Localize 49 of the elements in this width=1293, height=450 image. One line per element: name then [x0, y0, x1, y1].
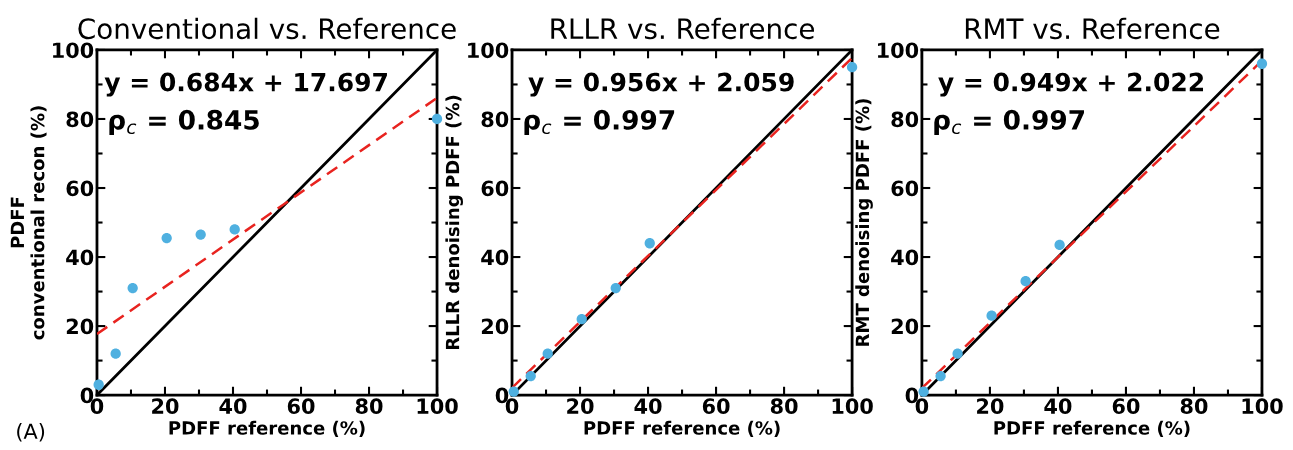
y-tick-label: 100 — [468, 42, 509, 59]
point — [229, 224, 240, 235]
y-tick-label: 20 — [891, 318, 919, 335]
x-tick-label: 60 — [1112, 398, 1140, 414]
y-tick-label: 40 — [481, 249, 509, 266]
x-tick-label: 40 — [1044, 398, 1072, 414]
x-tick-label: 40 — [219, 398, 247, 414]
point — [110, 348, 121, 359]
x-tick-label: 60 — [287, 398, 315, 414]
y-axis-title: PDFF conventional recon (%) — [10, 106, 47, 340]
x-tick-label: 20 — [567, 398, 594, 414]
x-axis-title: PDFF reference (%) — [584, 420, 780, 437]
y-tick-label: 80 — [66, 111, 94, 128]
x-tick-label: 20 — [152, 398, 179, 414]
x-tick-label: 60 — [702, 398, 730, 414]
y-axis-title: RMT denoising PDFF (%) — [855, 99, 873, 346]
y-tick-label: 60 — [66, 180, 94, 197]
chart-title: RLLR vs. Reference — [551, 17, 814, 40]
y-tick-label: 60 — [481, 180, 509, 197]
annotation: ρ$_{c}$ = 0.845 — [109, 109, 259, 135]
y-tick-label: 80 — [891, 111, 919, 128]
point — [161, 232, 172, 244]
x-tick-label: 80 — [770, 398, 798, 414]
y-tick-label: 40 — [66, 249, 94, 266]
x-tick-label: 80 — [1180, 398, 1208, 414]
x-tick-label: 20 — [977, 398, 1004, 414]
x-axis-title: PDFF reference (%) — [169, 420, 365, 437]
y-tick-label: 40 — [891, 249, 919, 266]
text: (A) — [17, 423, 45, 442]
y-tick-label: 100 — [53, 42, 94, 59]
y-axis-title: RLLR denoising PDFF (%) — [445, 95, 463, 350]
chart-title: Conventional vs. Reference — [78, 17, 456, 40]
point — [127, 282, 138, 294]
y-tick-label: 20 — [481, 318, 509, 335]
x-axis-title: PDFF reference (%) — [994, 420, 1190, 437]
point — [431, 113, 443, 125]
chart-title: RMT vs. Reference — [965, 17, 1220, 40]
y-tick-label: 20 — [66, 318, 94, 335]
x-tick-label: 100 — [1242, 398, 1283, 414]
x-tick-label: 100 — [832, 398, 873, 414]
point — [195, 229, 206, 240]
point — [93, 379, 104, 390]
x-tick-label: 100 — [417, 398, 458, 414]
y-tick-label: 80 — [481, 111, 509, 128]
x-tick-label: 40 — [634, 398, 662, 414]
y-tick-label: 60 — [891, 180, 919, 197]
annotation: y = 0.684x + 17.697 — [104, 72, 387, 97]
y-tick-label: 100 — [878, 42, 919, 59]
x-tick-label: 80 — [355, 398, 383, 414]
